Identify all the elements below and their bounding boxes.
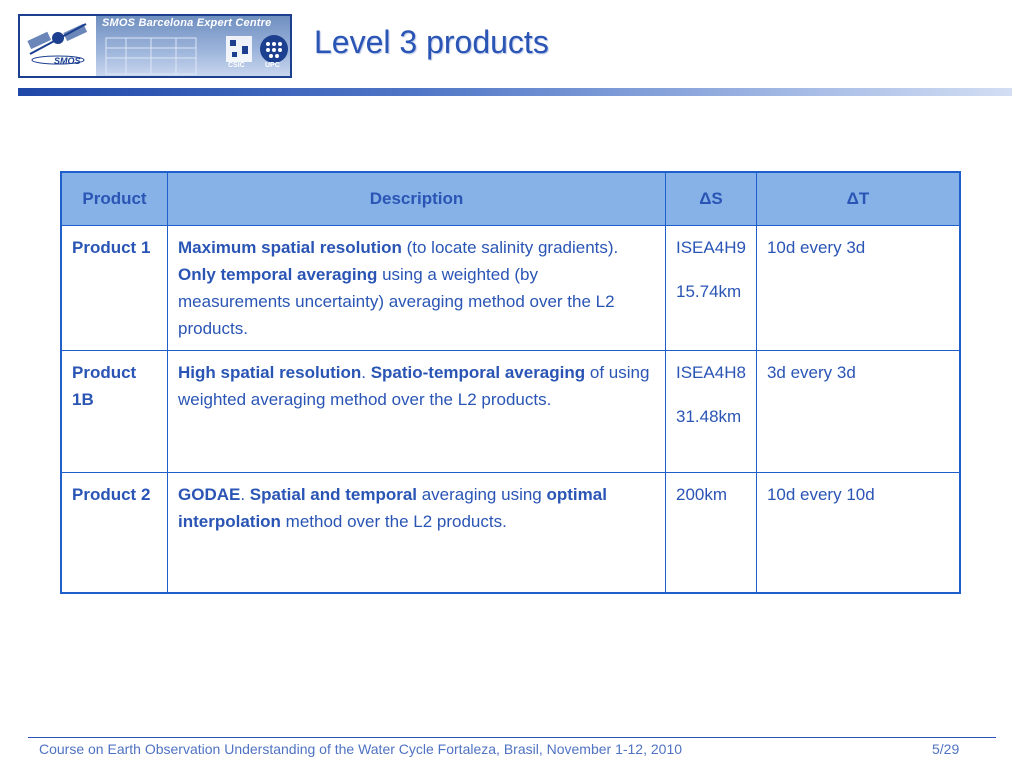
product-delta-s: ISEA4H8 31.48km — [665, 350, 757, 473]
product-name: Product 1 — [60, 225, 168, 351]
building-image — [105, 35, 288, 75]
product-description: High spatial resolution. Spatio-temporal… — [167, 350, 666, 473]
header-delta-s: ΔS — [665, 171, 757, 226]
header-delta-t: ΔT — [755, 171, 961, 226]
product-delta-s: ISEA4H9 15.74km — [665, 225, 757, 351]
title-underline-bar — [18, 88, 1012, 96]
product-delta-s: 200km — [665, 472, 757, 593]
slide-title: Level 3 products — [314, 24, 549, 60]
smos-bec-logo: SMOS SMOS Barcelona Expert Centre CSIC U… — [18, 14, 292, 78]
table-row: Product 1 Maximum spatial resolution (to… — [60, 225, 961, 351]
product-delta-t: 10d every 3d — [755, 225, 961, 351]
product-description: Maximum spatial resolution (to locate sa… — [167, 225, 666, 351]
header-description: Description — [167, 171, 666, 226]
logo-title: SMOS Barcelona Expert Centre — [102, 17, 272, 29]
header-product: Product — [60, 171, 168, 226]
satellite-icon — [27, 23, 88, 65]
product-name: Product 2 — [60, 472, 168, 593]
table-row: Product 2 GODAE. Spatial and temporal av… — [60, 472, 961, 593]
upc-logo-text: UPC — [265, 62, 280, 69]
csic-logo-text: CSIC — [228, 62, 245, 69]
product-delta-t: 10d every 10d — [755, 472, 961, 593]
smos-satellite-logo — [20, 16, 96, 76]
product-delta-t: 3d every 3d — [755, 350, 961, 473]
footer-divider — [28, 737, 996, 738]
product-description: GODAE. Spatial and temporal averaging us… — [167, 472, 666, 593]
products-table: Product Description ΔS ΔT Product 1 Maxi… — [60, 171, 961, 594]
product-name: Product 1B — [60, 350, 168, 473]
footer-text: Course on Earth Observation Understandin… — [39, 741, 683, 757]
table-row: Product 1B High spatial resolution. Spat… — [60, 350, 961, 473]
table-header-row: Product Description ΔS ΔT — [60, 171, 961, 226]
page-number: 5/29 — [932, 741, 960, 757]
smos-logo-text: SMOS — [54, 56, 81, 66]
building-banner — [96, 16, 290, 76]
